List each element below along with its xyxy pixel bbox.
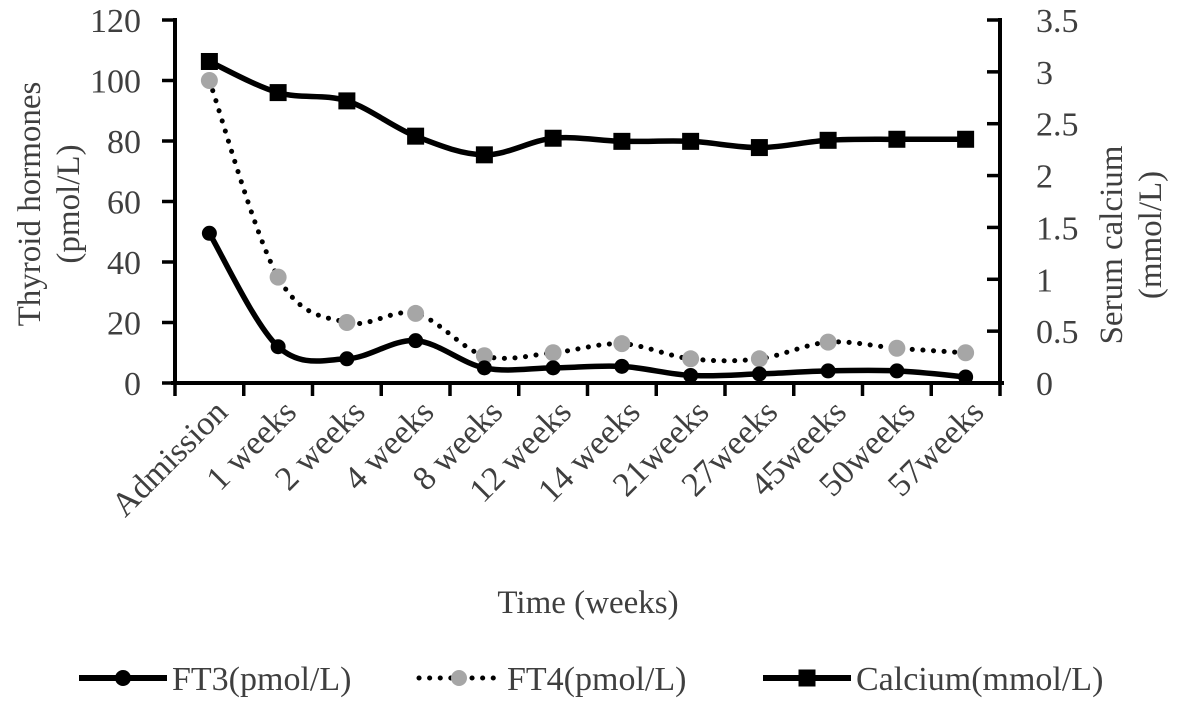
right-axis-tick-label: 3.5	[1036, 3, 1079, 40]
legend-label-ft3: FT3(pmol/L)	[172, 661, 351, 698]
right-axis-tick-label: 2.5	[1036, 107, 1079, 144]
series-calcium	[200, 52, 975, 164]
ft4-marker	[200, 72, 218, 89]
legend-swatch-circle-ft3	[115, 670, 131, 686]
series-ft3-line	[207, 231, 966, 380]
ft3-marker	[683, 367, 699, 383]
ft4-marker	[819, 333, 837, 351]
legend-item-calcium: Calcium(mmol/L)	[763, 661, 1103, 698]
series-ft4-line	[206, 78, 969, 364]
left-axis-title-line2: (pmol/L)	[51, 144, 87, 263]
ft3-marker	[408, 333, 424, 349]
calcium-marker	[750, 139, 768, 157]
calcium-marker	[200, 52, 218, 70]
ft3-marker	[820, 363, 836, 379]
ft3-marker	[270, 339, 286, 355]
right-axis-tick-label: 2	[1036, 159, 1053, 196]
ft4-marker	[957, 344, 975, 362]
left-axis-tick-label: 120	[90, 3, 141, 40]
legend-label-calcium: Calcium(mmol/L)	[856, 661, 1103, 698]
axis-titles: Time (weeks) Thyroid hormones (pmol/L) Seru…	[12, 82, 1169, 621]
x-axis-title: Time (weeks)	[497, 585, 678, 621]
ft3-marker	[339, 351, 355, 367]
calcium-marker	[544, 129, 562, 147]
calcium-marker	[888, 130, 906, 148]
legend-item-ft3: FT3(pmol/L)	[79, 661, 351, 698]
right-axis-title-line1: Serum calcium	[1094, 145, 1130, 344]
ft4-marker	[407, 304, 425, 322]
right-axis-tick-label: 0.5	[1036, 314, 1079, 351]
left-axis-title-line1: Thyroid hormones	[12, 82, 48, 327]
legend-item-ft4: FT4(pmol/L)	[416, 661, 686, 698]
ft4-marker	[338, 314, 356, 331]
ft4-marker	[682, 350, 700, 368]
right-axis-tick-label: 0	[1036, 366, 1053, 403]
calcium-marker	[682, 132, 700, 150]
calcium-marker	[957, 130, 975, 148]
ft3-marker	[889, 363, 905, 379]
calcium-marker	[819, 131, 837, 149]
y-axis-right: 0 0.5 1 1.5 2 2.5 3 3.5	[987, 3, 1079, 403]
right-axis-title-line2: (mmol/L)	[1133, 171, 1169, 299]
ft4-marker	[888, 339, 906, 357]
calcium-marker	[475, 146, 493, 164]
left-axis-tick-label: 80	[107, 124, 141, 161]
legend-swatch-square-calcium	[798, 669, 816, 687]
series-calcium-line	[208, 58, 966, 158]
ft3-marker	[958, 369, 974, 385]
ft4-marker	[750, 350, 768, 368]
ft3-marker	[476, 360, 492, 376]
ft4-marker	[544, 344, 562, 362]
left-axis-tick-label: 20	[107, 306, 141, 343]
legend: FT3(pmol/L) FT4(pmol/L) Calcium(mmol/L)	[79, 661, 1103, 698]
ft3-marker	[201, 225, 217, 241]
calcium-marker	[613, 132, 631, 150]
ft4-marker	[613, 335, 631, 353]
right-axis-tick-label: 1	[1036, 262, 1053, 299]
left-axis-tick-label: 40	[107, 245, 141, 282]
right-axis-tick-label: 3	[1036, 55, 1053, 92]
ft4-marker	[269, 268, 287, 286]
ft4-marker	[475, 347, 493, 365]
left-axis-tick-label: 100	[90, 64, 141, 101]
calcium-marker	[269, 84, 287, 102]
ft3-marker	[545, 360, 561, 376]
series-ft4	[200, 72, 975, 368]
left-axis-tick-label: 0	[124, 366, 141, 403]
legend-swatch-circle-ft4	[451, 670, 467, 686]
ft3-marker	[751, 366, 767, 382]
calcium-marker	[407, 127, 425, 145]
series-ft3	[201, 225, 974, 385]
legend-label-ft4: FT4(pmol/L)	[507, 661, 686, 698]
right-axis-tick-label: 1.5	[1036, 210, 1079, 247]
axes	[171, 18, 1004, 385]
left-axis-tick-label: 60	[107, 185, 141, 222]
ft3-marker	[614, 358, 630, 374]
calcium-marker	[338, 92, 356, 110]
y-axis-left: 0 20 40 60 80 100 120	[90, 3, 175, 403]
